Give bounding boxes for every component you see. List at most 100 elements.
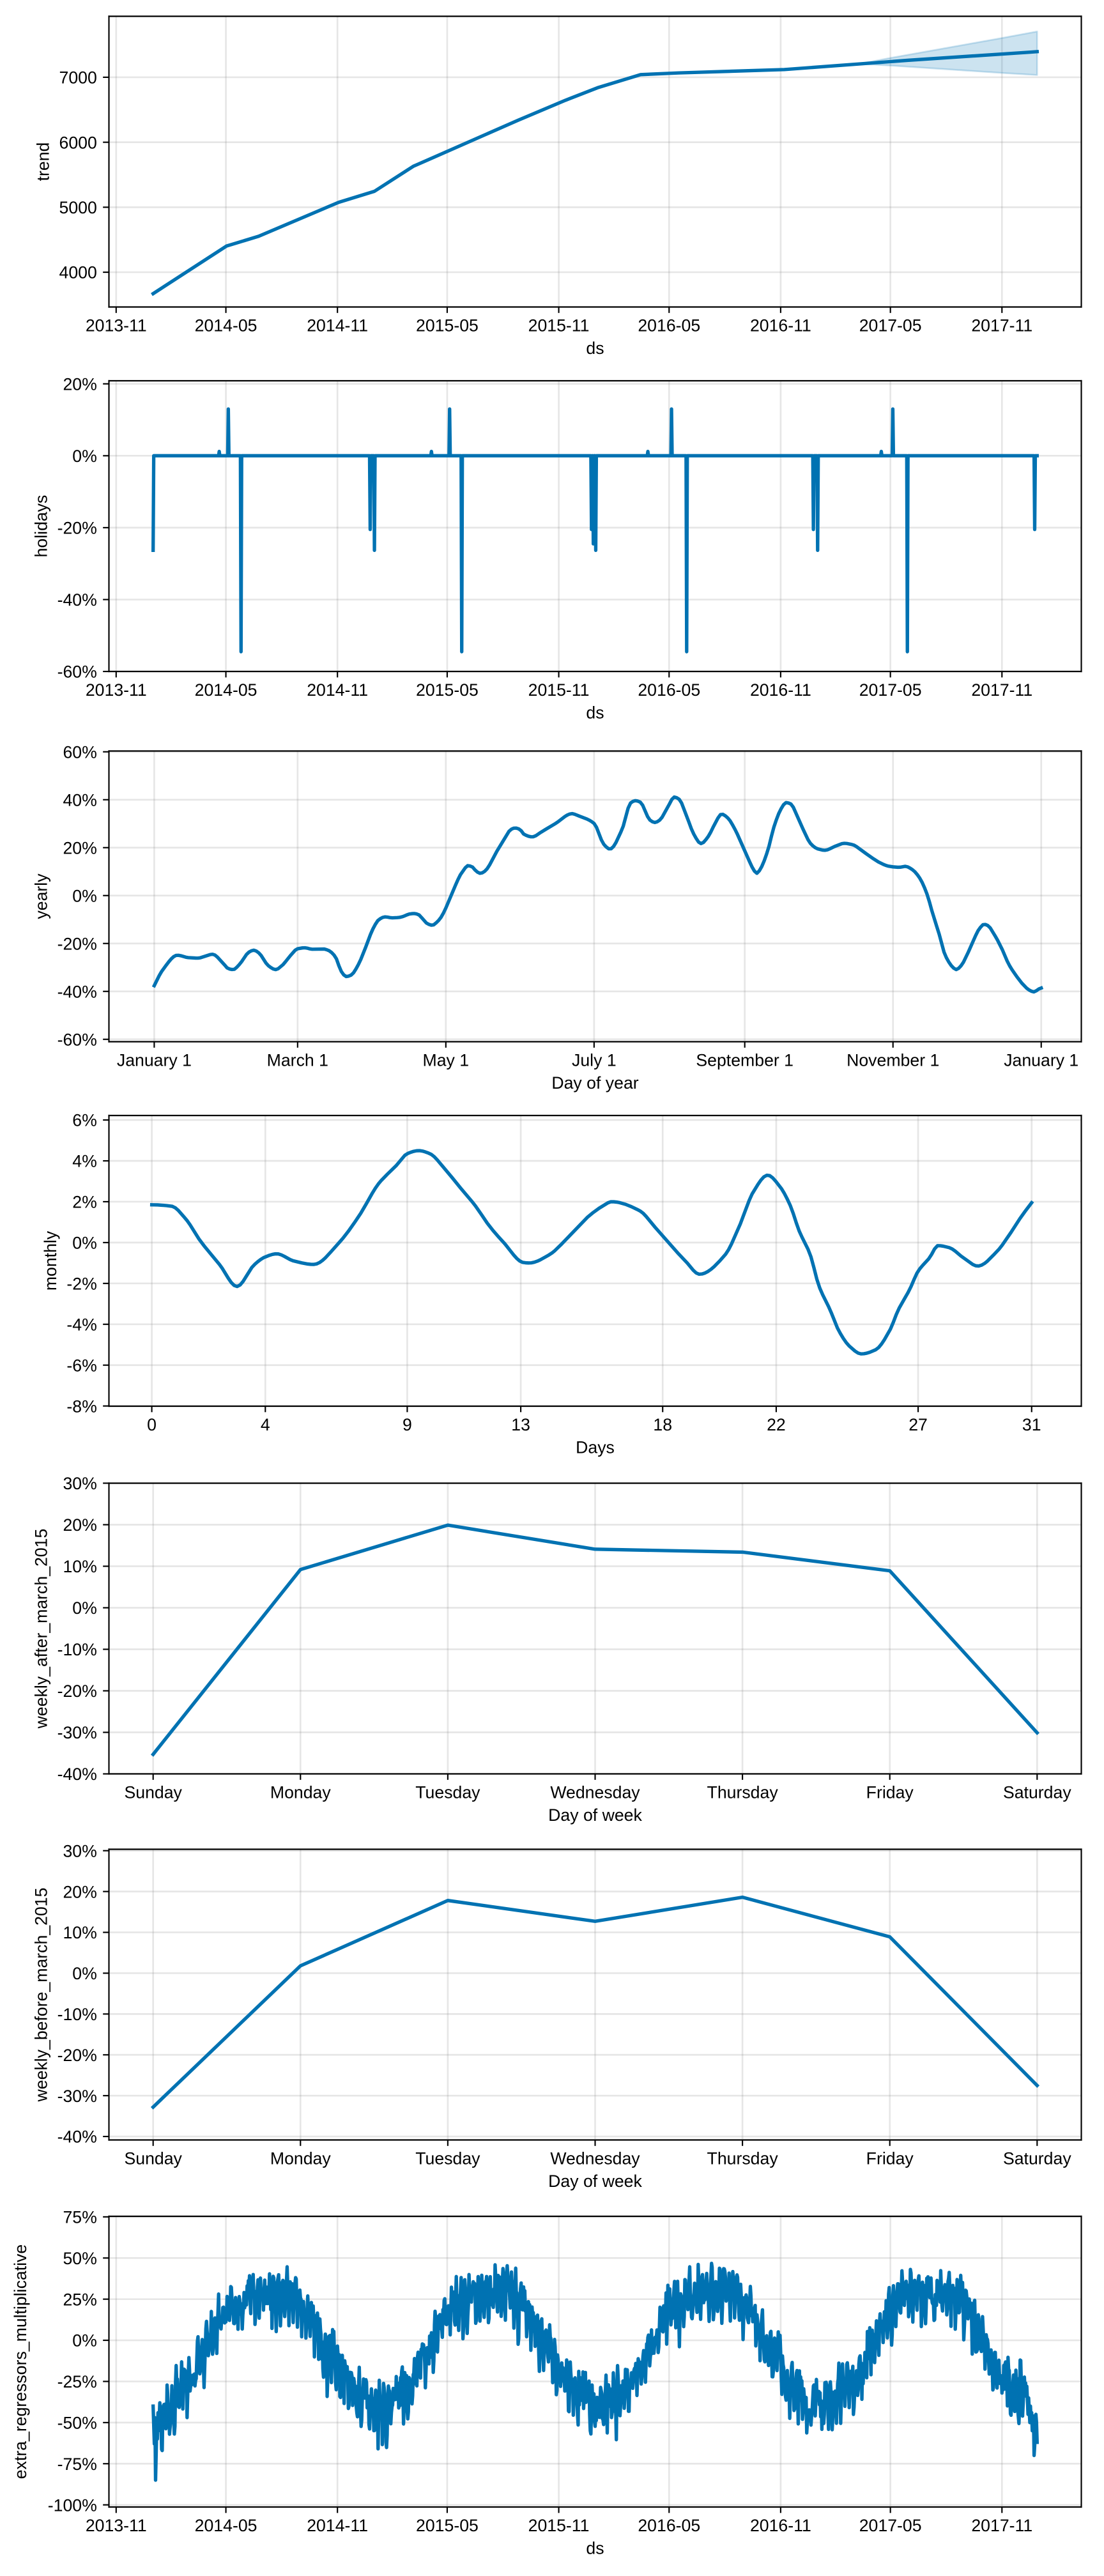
svg-text:extra_regressors_multiplicativ: extra_regressors_multiplicative xyxy=(11,2244,30,2479)
svg-text:-20%: -20% xyxy=(57,934,97,953)
svg-text:31: 31 xyxy=(1022,1415,1041,1434)
svg-text:2016-05: 2016-05 xyxy=(638,680,700,700)
svg-text:2014-11: 2014-11 xyxy=(307,680,368,700)
svg-text:Friday: Friday xyxy=(866,2149,914,2168)
svg-text:4000: 4000 xyxy=(59,263,97,282)
svg-text:2015-05: 2015-05 xyxy=(416,316,479,335)
svg-text:Monday: Monday xyxy=(270,1782,332,1802)
svg-text:-100%: -100% xyxy=(48,2496,97,2515)
svg-text:-8%: -8% xyxy=(66,1397,96,1416)
svg-text:November 1: November 1 xyxy=(847,1050,939,1070)
svg-text:Saturday: Saturday xyxy=(1003,1782,1071,1802)
svg-text:2015-05: 2015-05 xyxy=(416,680,479,700)
svg-text:-4%: -4% xyxy=(66,1315,96,1334)
svg-text:2017-05: 2017-05 xyxy=(859,316,922,335)
svg-text:20%: 20% xyxy=(63,1515,96,1535)
svg-text:-20%: -20% xyxy=(57,519,97,538)
svg-text:2017-11: 2017-11 xyxy=(971,680,1032,700)
svg-text:-40%: -40% xyxy=(57,982,97,1001)
svg-text:30%: 30% xyxy=(63,1841,96,1860)
svg-text:2015-11: 2015-11 xyxy=(528,2516,590,2535)
svg-text:Thursday: Thursday xyxy=(707,2149,779,2168)
svg-text:holidays: holidays xyxy=(31,495,50,558)
svg-text:2016-05: 2016-05 xyxy=(638,2516,700,2535)
svg-text:2013-11: 2013-11 xyxy=(86,316,147,335)
svg-text:-25%: -25% xyxy=(57,2372,97,2391)
svg-text:January 1: January 1 xyxy=(117,1050,192,1070)
svg-text:Tuesday: Tuesday xyxy=(415,1782,480,1802)
svg-text:27: 27 xyxy=(908,1415,928,1434)
svg-text:10%: 10% xyxy=(63,1557,96,1576)
svg-text:2017-11: 2017-11 xyxy=(971,2516,1032,2535)
svg-text:0%: 0% xyxy=(72,1234,97,1253)
svg-text:0: 0 xyxy=(147,1415,157,1434)
svg-text:ds: ds xyxy=(586,339,604,358)
svg-text:0%: 0% xyxy=(72,1964,97,1983)
svg-text:weekly_before_march_2015: weekly_before_march_2015 xyxy=(31,1888,50,2103)
svg-text:Day of week: Day of week xyxy=(548,2172,642,2191)
svg-text:0%: 0% xyxy=(72,447,97,466)
svg-text:50%: 50% xyxy=(63,2249,96,2268)
svg-text:-10%: -10% xyxy=(57,2005,97,2024)
svg-text:-2%: -2% xyxy=(66,1274,96,1293)
svg-text:-40%: -40% xyxy=(57,1765,97,1784)
svg-text:Wednesday: Wednesday xyxy=(550,2149,640,2168)
svg-text:30%: 30% xyxy=(63,1474,96,1493)
svg-text:-40%: -40% xyxy=(57,590,97,610)
svg-text:0%: 0% xyxy=(72,886,97,905)
svg-text:Tuesday: Tuesday xyxy=(415,2149,480,2168)
svg-text:6000: 6000 xyxy=(59,133,97,152)
svg-text:trend: trend xyxy=(33,142,52,181)
svg-text:monthly: monthly xyxy=(41,1230,60,1291)
svg-text:-50%: -50% xyxy=(57,2414,97,2433)
svg-text:2013-11: 2013-11 xyxy=(86,2516,147,2535)
svg-text:Sunday: Sunday xyxy=(124,1782,182,1802)
svg-text:September 1: September 1 xyxy=(696,1050,793,1070)
svg-text:2013-11: 2013-11 xyxy=(86,680,147,700)
svg-text:-60%: -60% xyxy=(57,1030,97,1049)
svg-text:10%: 10% xyxy=(63,1923,96,1942)
svg-text:2016-11: 2016-11 xyxy=(750,316,811,335)
svg-text:yearly: yearly xyxy=(31,873,50,919)
svg-text:20%: 20% xyxy=(63,838,96,857)
svg-text:0%: 0% xyxy=(72,2331,97,2350)
svg-text:-30%: -30% xyxy=(57,2087,97,2106)
svg-text:Thursday: Thursday xyxy=(707,1782,779,1802)
svg-text:2015-05: 2015-05 xyxy=(416,2516,479,2535)
svg-text:Days: Days xyxy=(576,1438,615,1457)
svg-text:2%: 2% xyxy=(72,1193,97,1212)
svg-text:2014-05: 2014-05 xyxy=(195,316,257,335)
svg-text:May 1: May 1 xyxy=(423,1050,470,1070)
svg-text:Friday: Friday xyxy=(866,1782,914,1802)
svg-text:ds: ds xyxy=(586,703,604,723)
svg-text:2017-05: 2017-05 xyxy=(859,2516,922,2535)
svg-text:2014-05: 2014-05 xyxy=(195,680,257,700)
svg-text:January 1: January 1 xyxy=(1004,1050,1078,1070)
svg-text:-6%: -6% xyxy=(66,1356,96,1375)
svg-text:Saturday: Saturday xyxy=(1003,2149,1071,2168)
svg-text:ds: ds xyxy=(586,2539,604,2558)
svg-text:2014-11: 2014-11 xyxy=(307,2516,368,2535)
svg-text:2017-11: 2017-11 xyxy=(971,316,1032,335)
svg-text:2015-11: 2015-11 xyxy=(528,316,590,335)
svg-text:March 1: March 1 xyxy=(267,1050,328,1070)
svg-text:-20%: -20% xyxy=(57,2046,97,2065)
svg-text:-40%: -40% xyxy=(57,2128,97,2147)
svg-text:25%: 25% xyxy=(63,2290,96,2309)
svg-text:2014-05: 2014-05 xyxy=(195,2516,257,2535)
svg-text:-60%: -60% xyxy=(57,663,97,682)
svg-text:4%: 4% xyxy=(72,1152,97,1171)
svg-text:60%: 60% xyxy=(63,742,96,762)
svg-text:2014-11: 2014-11 xyxy=(307,316,368,335)
svg-text:75%: 75% xyxy=(63,2208,96,2227)
svg-text:-20%: -20% xyxy=(57,1682,97,1701)
svg-text:July 1: July 1 xyxy=(572,1050,617,1070)
svg-text:2017-05: 2017-05 xyxy=(859,680,922,700)
svg-text:2016-11: 2016-11 xyxy=(750,2516,811,2535)
svg-text:7000: 7000 xyxy=(59,68,97,88)
svg-text:5000: 5000 xyxy=(59,198,97,217)
svg-text:-75%: -75% xyxy=(57,2455,97,2474)
svg-text:Day of year: Day of year xyxy=(551,1073,638,1092)
svg-text:18: 18 xyxy=(653,1415,672,1434)
svg-text:Day of week: Day of week xyxy=(548,1805,642,1825)
